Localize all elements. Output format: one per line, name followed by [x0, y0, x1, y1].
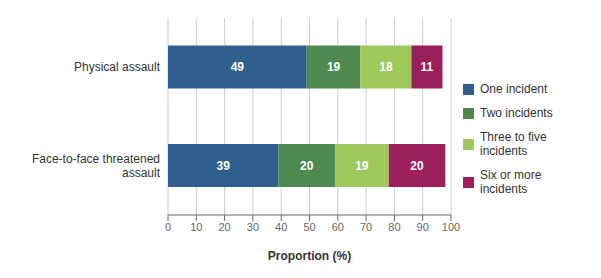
svg-text:Proportion (%): Proportion (%) [268, 249, 351, 263]
svg-text:60: 60 [332, 221, 344, 233]
svg-text:11: 11 [421, 60, 434, 74]
svg-text:49: 49 [231, 60, 245, 74]
html-text:Three to five incidents: Three to five incidents [480, 130, 547, 158]
svg-text:70: 70 [360, 221, 372, 233]
html-text:One incident: One incident [480, 82, 548, 96]
html-text:Two incidents: Two incidents [480, 106, 553, 120]
svg-text:19: 19 [355, 159, 369, 173]
svg-text:0: 0 [165, 221, 171, 233]
svg-text:10: 10 [190, 221, 202, 233]
svg-text:Physical assault: Physical assault [74, 60, 161, 74]
svg-text:30: 30 [247, 221, 259, 233]
html-text:Six or more incidents: Six or more incidents [480, 168, 542, 196]
svg-text:Face-to-face threatenedassault: Face-to-face threatenedassault [32, 152, 161, 180]
svg-text:19: 19 [327, 60, 341, 74]
svg-text:39: 39 [217, 159, 231, 173]
svg-text:50: 50 [303, 221, 315, 233]
svg-text:20: 20 [410, 159, 424, 173]
svg-text:90: 90 [417, 221, 429, 233]
svg-text:100: 100 [442, 221, 460, 233]
svg-text:20: 20 [300, 159, 314, 173]
svg-text:40: 40 [275, 221, 287, 233]
svg-text:80: 80 [388, 221, 400, 233]
svg-text:20: 20 [218, 221, 230, 233]
svg-text:18: 18 [379, 60, 393, 74]
